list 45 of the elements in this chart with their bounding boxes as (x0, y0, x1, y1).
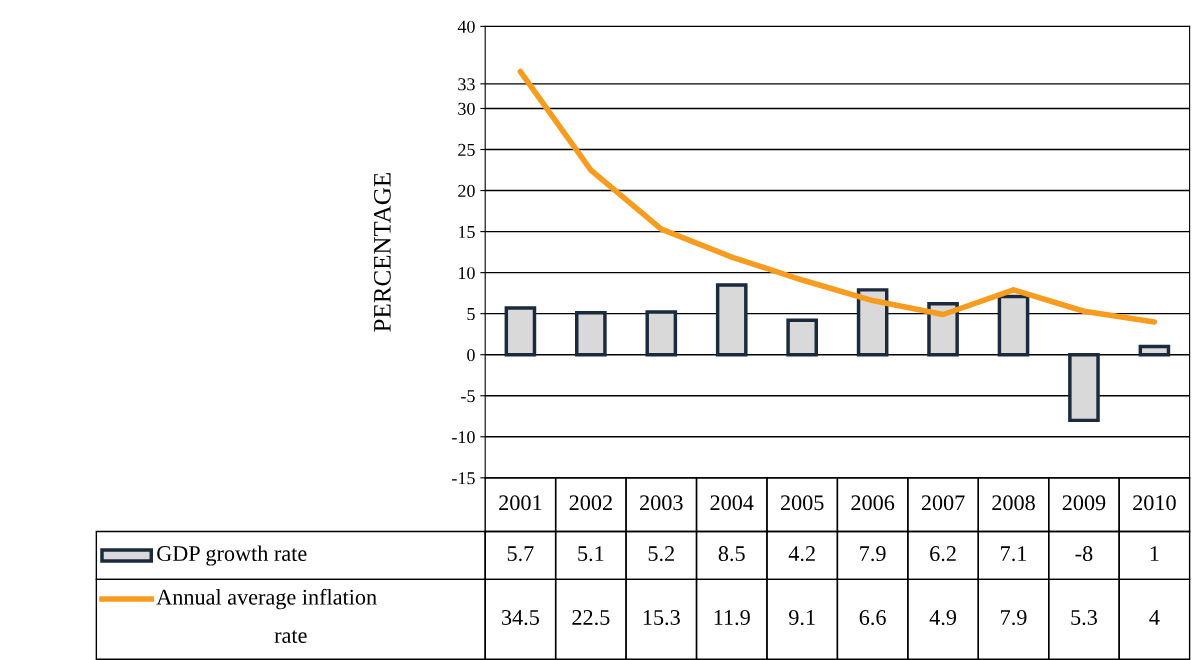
data-label: 5.1 (578, 546, 604, 562)
data-label: 4.2 (788, 546, 815, 562)
x-tick-label: 2003 (640, 495, 683, 511)
data-label: 4.9 (929, 609, 957, 626)
x-tick-label: 2006 (851, 495, 895, 511)
x-tick-label: 2004 (710, 495, 754, 511)
y-tick-label: 33 (458, 78, 475, 91)
y-axis-title: PERCENTAGE (373, 173, 391, 332)
data-label: 7.9 (860, 546, 886, 562)
y-tick-label: 25 (458, 143, 475, 156)
data-label: -8 (1075, 546, 1093, 562)
data-label: 15.3 (643, 609, 680, 626)
y-tick-label: 20 (458, 184, 475, 197)
y-tick-label: -15 (452, 472, 475, 485)
data-label: 8.5 (718, 546, 745, 562)
y-tick-label: 15 (459, 225, 475, 239)
y-tick-label: 5 (467, 308, 475, 321)
data-label: 4 (1149, 610, 1160, 625)
legend-label: GDP growth rate (157, 545, 307, 566)
y-tick-label: 30 (458, 102, 475, 115)
y-tick-label: -10 (452, 431, 475, 444)
x-tick-label: 2009 (1062, 495, 1106, 511)
data-label: 5.2 (648, 546, 674, 562)
x-tick-label: 2002 (569, 495, 612, 511)
data-label: 11.9 (714, 609, 750, 626)
y-tick-label: -5 (461, 390, 475, 403)
data-label: 5.3 (1071, 609, 1097, 626)
x-tick-label: 2007 (921, 495, 965, 511)
x-tick-label: 2005 (780, 495, 824, 511)
data-label: 9.1 (789, 609, 815, 626)
y-tick-label: 40 (457, 20, 475, 33)
data-label: 6.6 (859, 609, 886, 626)
x-tick-label: 2001 (499, 495, 542, 511)
data-label: 5.7 (507, 546, 534, 562)
y-tick-label: 10 (459, 266, 475, 280)
data-label: 7.1 (1001, 546, 1027, 562)
data-label: 7.9 (1001, 609, 1027, 626)
data-label: 22.5 (572, 609, 610, 626)
y-tick-label: 0 (467, 348, 475, 362)
x-tick-label: 2010 (1133, 495, 1176, 511)
data-label: 1 (1150, 546, 1159, 561)
data-label: 34.5 (502, 609, 539, 626)
data-label: 6.2 (930, 546, 956, 562)
legend-label: Annual average inflation rate (156, 588, 377, 643)
x-tick-label: 2008 (992, 495, 1035, 511)
